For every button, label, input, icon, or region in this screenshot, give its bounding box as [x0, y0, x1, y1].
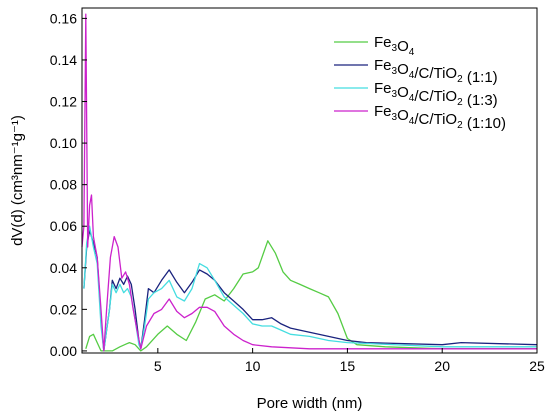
legend-label: Fe3O4: [374, 34, 415, 58]
ticks-layer: 5 10 15 20 25 0.00 0.02 0.04 0.06 0.08 0.10 0.12 0.1…: [50, 10, 545, 374]
y-axis-title: dV(d) (cm³nm⁻¹g⁻¹): [9, 115, 26, 246]
legend-label: Fe3O4/C/TiO2 (1:1): [374, 57, 498, 86]
legend-label: Fe3O4/C/TiO2 (1:3): [374, 80, 498, 109]
series-line-2: [83, 225, 537, 352]
plot-frame: [81, 7, 538, 354]
x-axis-title: Pore width (nm): [257, 395, 363, 412]
x-tick-label: 20: [434, 358, 450, 374]
series-layer: [81, 13, 538, 352]
y-tick-label: 0.00: [50, 343, 77, 359]
y-tick-label: 0.06: [50, 218, 77, 234]
y-tick-label: 0.10: [50, 135, 77, 151]
y-tick-label: 0.12: [50, 94, 77, 110]
x-tick-label: 25: [529, 358, 545, 374]
legend-label: Fe3O4/C/TiO2 (1:10): [374, 103, 506, 132]
y-tick-label: 0.08: [50, 177, 77, 193]
series-line-0: [85, 240, 537, 352]
y-tick-label: 0.16: [50, 10, 77, 26]
y-tick-label: 0.02: [50, 301, 77, 317]
x-tick-label: 15: [340, 358, 356, 374]
y-tick-label: 0.04: [50, 260, 77, 276]
x-tick-label: 10: [245, 358, 261, 374]
series-line-3: [81, 13, 537, 352]
x-tick-label: 5: [154, 358, 162, 374]
series-line-1: [83, 229, 538, 352]
y-tick-label: 0.14: [50, 52, 77, 68]
